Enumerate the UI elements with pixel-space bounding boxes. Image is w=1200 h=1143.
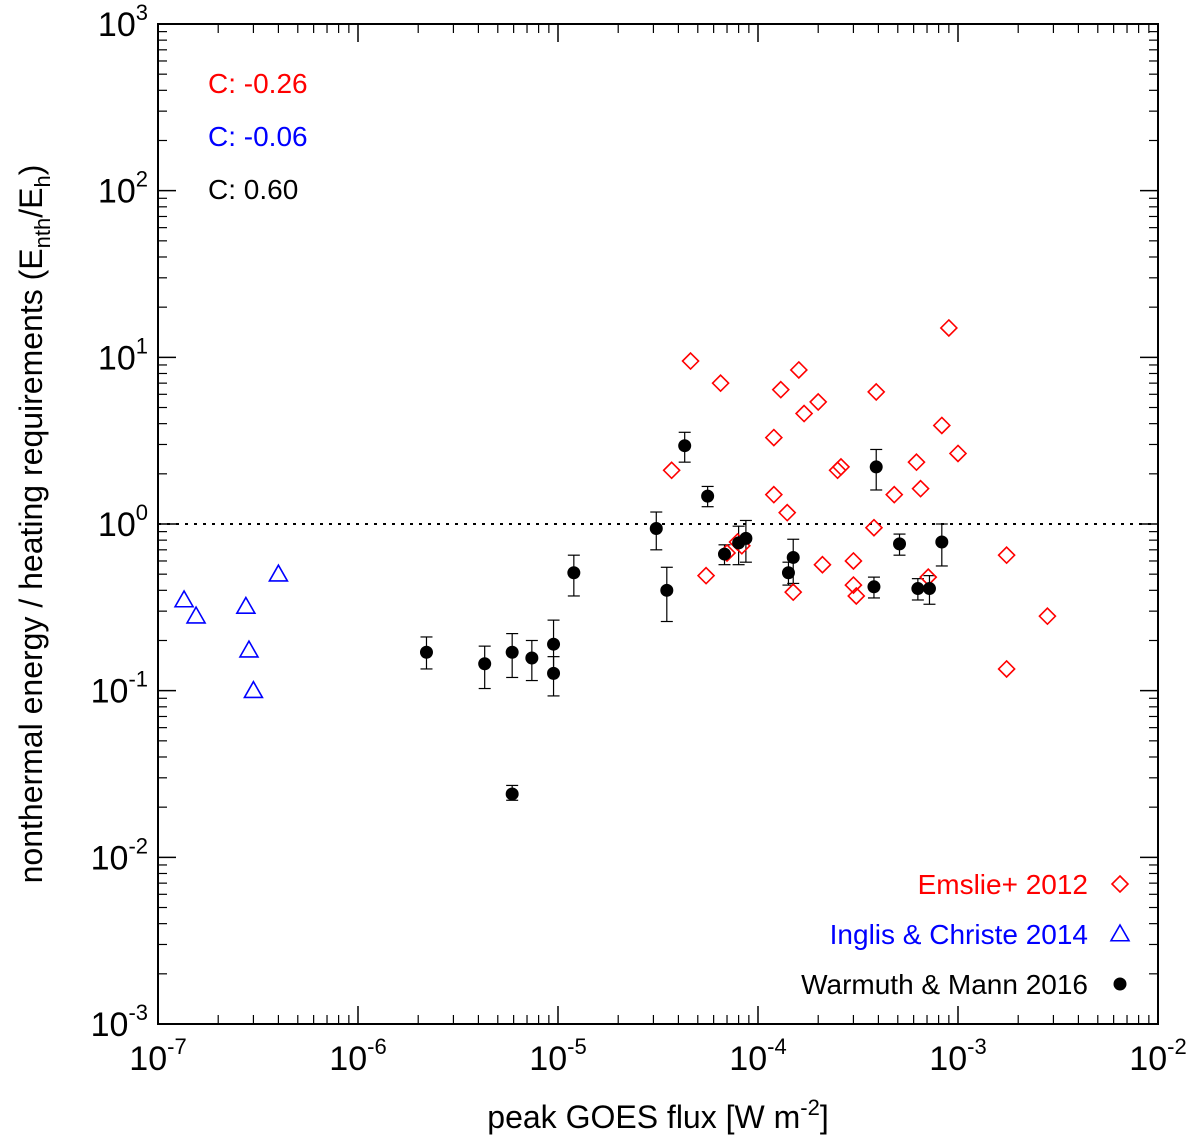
legend-label-inglis-christe-2014: Inglis & Christe 2014 bbox=[830, 919, 1088, 950]
emslie-2012-point bbox=[997, 659, 1016, 679]
emslie-2012-point bbox=[764, 428, 783, 447]
warmuth-mann-2016-point bbox=[739, 531, 753, 545]
x-tick-label: 10-3 bbox=[929, 1034, 986, 1078]
emslie-2012-point bbox=[764, 485, 783, 504]
inglis-christe-2014-point bbox=[238, 639, 260, 658]
warmuth-mann-2016-point bbox=[419, 645, 433, 659]
legend-label-emslie-2012: Emslie+ 2012 bbox=[918, 869, 1088, 900]
y-tick-label: 10-3 bbox=[91, 1000, 148, 1044]
warmuth-mann-2016-point bbox=[922, 582, 936, 596]
warmuth-mann-2016-point bbox=[893, 537, 907, 551]
emslie-2012-point bbox=[809, 392, 828, 412]
y-tick-label: 103 bbox=[98, 0, 148, 44]
emslie-2012-point bbox=[885, 485, 904, 504]
emslie-2012-point bbox=[778, 503, 797, 522]
emslie-2012-point bbox=[911, 479, 930, 498]
emslie-2012-point bbox=[847, 586, 866, 606]
y-tick-label: 101 bbox=[98, 333, 148, 377]
warmuth-mann-2016-point bbox=[867, 580, 881, 594]
data-points bbox=[173, 318, 1057, 801]
emslie-2012-point bbox=[831, 457, 851, 477]
inglis-christe-2014-point bbox=[243, 680, 264, 699]
warmuth-mann-2016-point bbox=[781, 566, 795, 580]
emslie-2012-point bbox=[1038, 607, 1057, 626]
warmuth-mann-2016-point bbox=[911, 582, 925, 596]
warmuth-mann-2016-point bbox=[786, 550, 800, 564]
warmuth-mann-2016-point bbox=[478, 657, 492, 671]
x-tick-label: 10-6 bbox=[329, 1034, 386, 1078]
y-tick-label: 10-2 bbox=[91, 833, 148, 877]
emslie-2012-point bbox=[794, 404, 814, 423]
warmuth-mann-2016-point bbox=[718, 547, 732, 561]
emslie-2012-point bbox=[997, 546, 1016, 565]
emslie-2012-point bbox=[948, 444, 968, 463]
y-tick-label: 102 bbox=[98, 167, 148, 211]
emslie-2012-point bbox=[844, 551, 863, 571]
axis-ticks: 10-7 10-6 10-5 10-4 10-3 10-2 10-3 10-2 10-1 100 1… bbox=[91, 0, 1187, 1078]
emslie-2012-point bbox=[662, 461, 681, 480]
warmuth-mann-2016-point bbox=[660, 583, 674, 597]
warmuth-mann-2016-point bbox=[547, 637, 561, 651]
emslie-2012-point bbox=[932, 416, 951, 435]
legend-label-warmuth-mann-2016: Warmuth & Mann 2016 bbox=[801, 969, 1088, 1000]
emslie-2012-point bbox=[844, 575, 863, 595]
warmuth-mann-2016-point bbox=[547, 666, 561, 680]
emslie-2012-point bbox=[907, 453, 926, 472]
warmuth-mann-2016-point bbox=[505, 645, 519, 659]
emslie-2012-point bbox=[789, 360, 808, 380]
x-axis-label: peak GOES flux [W m-2] bbox=[487, 1095, 828, 1135]
warmuth-mann-2016-point bbox=[869, 460, 883, 474]
axis-labels: peak GOES flux [W m-2] nonthermal energy … bbox=[13, 165, 829, 1135]
y-axis-label: nonthermal energy / heating requirements… bbox=[13, 165, 55, 884]
inglis-christe-2014-point bbox=[185, 605, 207, 624]
x-tick-label: 10-4 bbox=[729, 1034, 786, 1078]
legend-marker-inglis-christe-2014 bbox=[1109, 923, 1131, 942]
inglis-christe-2014-point bbox=[173, 589, 195, 608]
emslie-2012-point bbox=[939, 318, 958, 338]
warmuth-mann-2016-point bbox=[649, 521, 663, 535]
legend-marker-emslie-2012 bbox=[1110, 874, 1130, 894]
x-tick-label: 10-7 bbox=[129, 1034, 186, 1078]
emslie-2012-point bbox=[771, 380, 790, 399]
x-tick-label: 10-2 bbox=[1129, 1034, 1186, 1078]
warmuth-mann-2016-point bbox=[525, 651, 539, 665]
warmuth-mann-2016-point bbox=[701, 489, 715, 503]
error-bars bbox=[420, 431, 948, 801]
correlation-label: C: -0.06 bbox=[208, 121, 308, 152]
legend: Emslie+ 2012 Inglis & Christe 2014 Warmuth… bbox=[801, 869, 1131, 1000]
emslie-2012-point bbox=[696, 566, 716, 585]
emslie-2012-point bbox=[828, 461, 847, 480]
emslie-2012-point bbox=[867, 382, 886, 402]
y-tick-label: 10-1 bbox=[91, 667, 148, 711]
inglis-christe-2014-point bbox=[268, 563, 289, 582]
y-tick-label: 100 bbox=[98, 500, 148, 544]
emslie-2012-point bbox=[813, 555, 832, 574]
emslie-2012-point bbox=[711, 374, 730, 393]
x-tick-label: 10-5 bbox=[529, 1034, 586, 1078]
emslie-2012-point bbox=[864, 518, 884, 537]
inglis-christe-2014-point bbox=[235, 595, 257, 615]
emslie-2012-point bbox=[784, 583, 803, 602]
legend-marker-warmuth-mann-2016 bbox=[1113, 977, 1127, 991]
correlation-label: C: -0.26 bbox=[208, 68, 308, 99]
correlation-annotations: C: -0.26 C: -0.06 C: 0.60 bbox=[208, 68, 308, 205]
warmuth-mann-2016-point bbox=[505, 787, 519, 801]
warmuth-mann-2016-point bbox=[567, 566, 581, 580]
emslie-2012-point bbox=[681, 351, 700, 371]
warmuth-mann-2016-point bbox=[678, 439, 692, 453]
warmuth-mann-2016-point bbox=[935, 535, 949, 549]
correlation-label: C: 0.60 bbox=[208, 174, 298, 205]
